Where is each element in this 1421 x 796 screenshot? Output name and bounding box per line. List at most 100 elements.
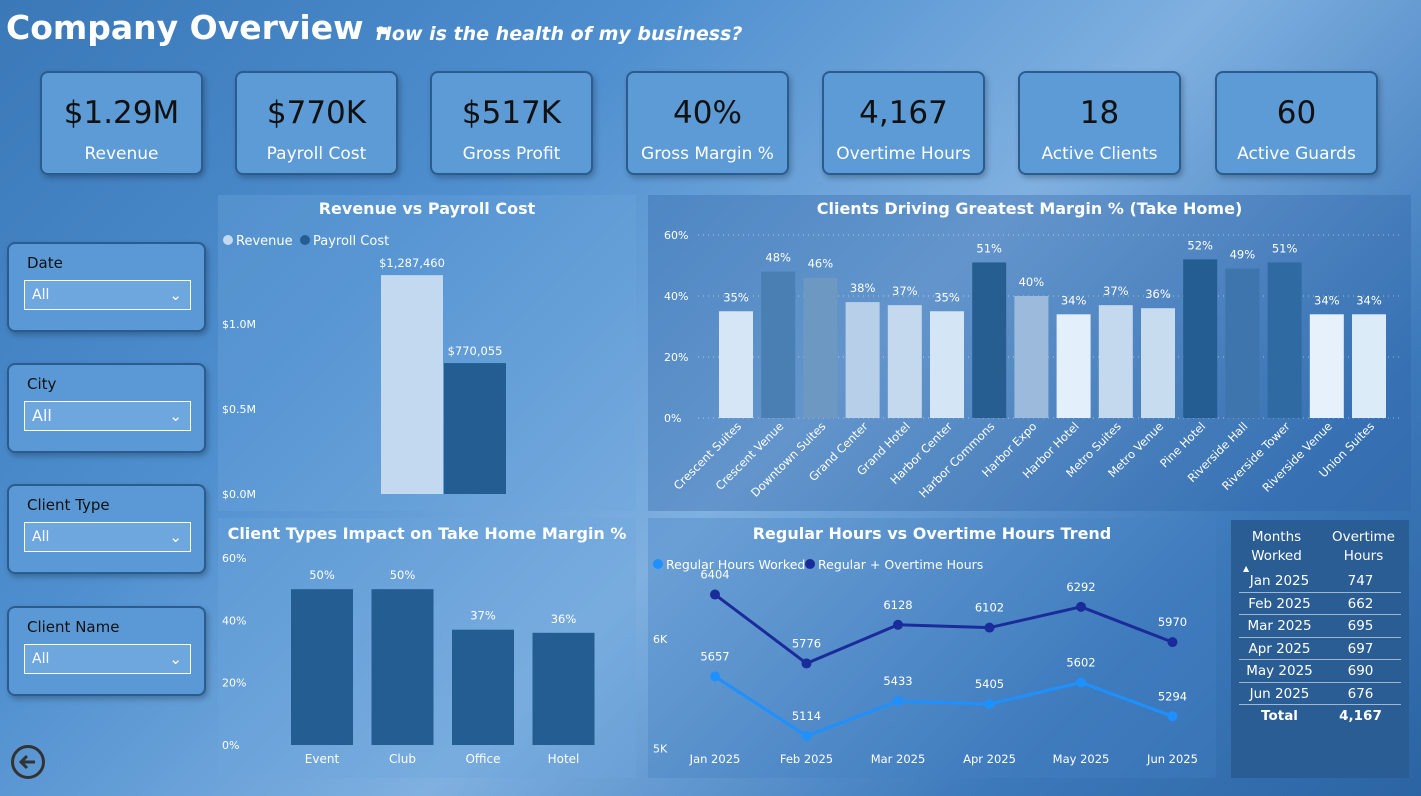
bar-client (1225, 268, 1260, 418)
data-label: 38% (850, 281, 876, 295)
data-label: 34% (1314, 293, 1340, 307)
kpi-value: $770K (266, 95, 367, 131)
total-label: Total (1261, 708, 1298, 724)
kpi-card-gross-margin: 40% Gross Margin % (626, 71, 789, 175)
overtime-table-panel (1231, 520, 1409, 778)
bar-client (803, 277, 838, 418)
column-header-months[interactable]: Months Worked (1251, 529, 1302, 564)
y-tick-label: 6K (653, 633, 668, 646)
kpi-label: Active Clients (1041, 144, 1158, 164)
x-tick-label: Club (389, 752, 416, 766)
bar-client (1141, 308, 1175, 418)
data-label: $770,055 (448, 344, 503, 358)
data-label: 5776 (792, 636, 821, 650)
column-header-overtime[interactable]: Overtime Hours (1332, 529, 1395, 564)
client-name-dropdown[interactable]: All ⌄ (24, 644, 191, 674)
bar-client (1183, 259, 1218, 418)
data-label: 52% (1187, 238, 1213, 252)
series-point (710, 671, 720, 682)
data-label: 36% (1145, 287, 1171, 301)
clients-margin-chart: Clients Driving Greatest Margin % (Take … (648, 195, 1411, 511)
x-tick-label: Feb 2025 (780, 752, 833, 766)
client-type-dropdown[interactable]: All ⌄ (24, 522, 191, 552)
y-tick-label: $0.5M (222, 403, 256, 416)
chevron-down-icon: ⌄ (169, 528, 182, 546)
table-cell-month: Jan 2025 (1249, 573, 1310, 589)
bar-client (1267, 262, 1302, 418)
data-label: 50% (309, 568, 335, 582)
bar-client (930, 311, 964, 418)
chevron-down-icon: ⌄ (169, 286, 182, 304)
revenue-vs-payroll-chart: Revenue vs Payroll Cost Revenue Payroll C… (218, 195, 636, 511)
kpi-card-revenue: $1.29M Revenue (40, 71, 203, 175)
table-header: Months Worked Overtime Hours (1233, 528, 1407, 570)
slicer-label: Client Name (27, 618, 120, 636)
table-row: Mar 2025 695 (1239, 615, 1401, 638)
slicer-date: Date All ⌄ (7, 242, 206, 332)
y-tick-label: 5K (653, 743, 668, 756)
table-cell-month: Jun 2025 (1249, 685, 1310, 702)
x-tick-label: Downtown Suites (748, 419, 829, 500)
x-tick-label: Apr 2025 (963, 752, 1016, 766)
table-row: Feb 2025 662 (1239, 593, 1401, 615)
dropdown-value: All (32, 287, 50, 303)
series-point (893, 696, 903, 707)
y-tick-label: 40% (222, 614, 246, 627)
series-point (1076, 601, 1086, 612)
data-label: 5970 (1158, 615, 1187, 629)
bar-payroll-cost (444, 363, 506, 494)
data-label: 51% (976, 241, 1002, 255)
data-label: 48% (765, 251, 791, 265)
x-tick-label: Mar 2025 (871, 752, 926, 766)
kpi-card-active-guards: 60 Active Guards (1215, 71, 1378, 175)
bar-client (1098, 305, 1133, 418)
table-cell-month: Feb 2025 (1248, 595, 1311, 612)
x-tick-label: Office (465, 752, 500, 766)
chart-title: Regular Hours vs Overtime Hours Trend (752, 524, 1112, 543)
slicer-label: Date (27, 254, 63, 272)
bar-client (972, 262, 1007, 418)
table-row: May 2025 690 (1239, 660, 1401, 683)
series-line (714, 593, 1174, 666)
legend-label-payroll: Payroll Cost (313, 234, 389, 249)
kpi-value: $517K (461, 95, 562, 131)
back-button[interactable] (11, 745, 45, 779)
date-dropdown[interactable]: All ⌄ (24, 280, 191, 310)
data-label: 6292 (1066, 580, 1095, 594)
data-label: 5114 (792, 709, 821, 723)
kpi-label: Payroll Cost (266, 144, 367, 164)
sort-ascending-icon: ▲ (1243, 564, 1250, 573)
data-label: 51% (1272, 241, 1298, 255)
client-types-svg: 0% 20% 40% 60% 50% Event 50% Club 37% Office 36% Ho… (222, 552, 595, 766)
table-cell-hours: 747 (1347, 573, 1374, 589)
bar-client (1056, 314, 1091, 418)
table-cell-month: Apr 2025 (1248, 640, 1311, 657)
legend-label-revenue: Revenue (236, 234, 293, 249)
kpi-card-payroll-cost: $770K Payroll Cost (235, 71, 398, 175)
data-label: 5405 (975, 677, 1004, 691)
kpi-card-gross-profit: $517K Gross Profit (430, 71, 593, 175)
city-dropdown[interactable]: All ⌄ (24, 401, 191, 431)
series-point (984, 622, 995, 633)
data-label: 6404 (700, 568, 729, 582)
y-tick-label: 0% (222, 739, 239, 752)
chevron-down-icon: ⌄ (169, 650, 182, 668)
series-line (714, 675, 1174, 738)
kpi-label: Overtime Hours (836, 144, 971, 164)
hours-trend-chart: Regular Hours vs Overtime Hours Trend Re… (648, 518, 1216, 778)
client-types-chart: Client Types Impact on Take Home Margin … (218, 518, 636, 778)
y-tick-label: $0.0M (222, 488, 256, 501)
y-tick-label: 60% (664, 229, 688, 242)
table-row: Apr 2025 697 (1239, 638, 1401, 660)
bar-client (719, 311, 753, 418)
table-cell-hours: 690 (1347, 663, 1374, 679)
kpi-value: 4,167 (859, 95, 948, 131)
kpi-label: Gross Profit (462, 144, 561, 164)
series-point (984, 699, 995, 710)
x-tick-label: Jan 2025 (689, 752, 741, 766)
table-cell-hours: 676 (1347, 685, 1374, 702)
data-label: 40% (1019, 275, 1045, 289)
chart-title: Revenue vs Payroll Cost (318, 199, 536, 218)
kpi-label: Revenue (84, 144, 159, 164)
data-label: 6128 (883, 598, 912, 612)
